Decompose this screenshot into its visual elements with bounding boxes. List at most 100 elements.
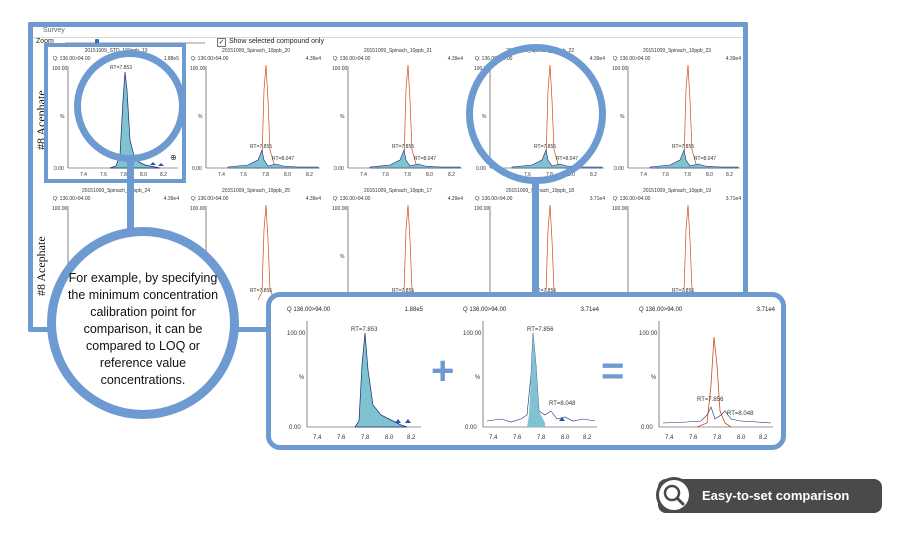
- panel-intensity: 4.39e4: [305, 196, 321, 202]
- row-label-2: #8 Acephate: [34, 236, 48, 296]
- panel-title: 20151009_Spinach_10ppb_18: [505, 188, 575, 194]
- svg-text:100.00: 100.00: [463, 331, 482, 337]
- svg-text:100.00: 100.00: [190, 206, 206, 212]
- panel-intensity: 3.71e4: [589, 196, 605, 202]
- panel-intensity: 3.71e4: [725, 196, 741, 202]
- panel-intensity: 4.39e4: [589, 56, 605, 62]
- svg-text:8.0: 8.0: [284, 172, 291, 178]
- svg-text:7.6: 7.6: [382, 172, 389, 178]
- panel-intensity: 1.88e5: [163, 56, 179, 62]
- comparison-plot-2: 100.00 % 0.00 RT=7.856 RT=8.048 7.4 7.6 …: [463, 321, 597, 441]
- chromatogram-panel-r1-2[interactable]: 20151009_Spinach_10ppb_20 Q: 136.00>94.0…: [188, 48, 324, 180]
- chromatogram-panel-r1-5[interactable]: 20151009_Spinach_10ppb_23 Q: 136.00>94.0…: [610, 48, 744, 180]
- svg-text:7.8: 7.8: [684, 172, 691, 178]
- svg-text:100.00: 100.00: [639, 331, 658, 337]
- panel-title: 20151009_Spinach_10ppb_25: [221, 188, 291, 194]
- svg-text:7.8: 7.8: [404, 172, 411, 178]
- panel-transition: Q 136.00>94.00: [639, 307, 683, 313]
- svg-text:%: %: [340, 114, 345, 120]
- panel-transition: Q: 136.00>94.00: [613, 196, 651, 202]
- panel-intensity: 4.29e4: [447, 196, 463, 202]
- svg-text:8.2: 8.2: [448, 172, 455, 178]
- svg-text:100.00: 100.00: [287, 331, 306, 337]
- svg-text:RT=7.856: RT=7.856: [672, 288, 694, 294]
- svg-text:7.4: 7.4: [218, 172, 225, 178]
- panel-title: 20151009_Spinach_10ppb_20: [221, 48, 291, 54]
- svg-text:8.0: 8.0: [561, 435, 570, 441]
- callout-text: For example, by specifying the minimum c…: [67, 271, 219, 387]
- chromatogram-panel-r2-3[interactable]: 20151009_Spinach_10ppb_17 Q: 136.00>94.0…: [330, 188, 466, 308]
- svg-text:RT=7.855: RT=7.855: [392, 288, 414, 294]
- chromatogram-plot: 100.00 RT=7.856: [474, 204, 563, 300]
- magnify-ring-right: [466, 44, 606, 184]
- svg-text:7.4: 7.4: [640, 172, 647, 178]
- badge-label: Easy-to-set comparison: [702, 488, 850, 503]
- svg-text:RT=8.047: RT=8.047: [414, 156, 436, 162]
- svg-text:8.2: 8.2: [306, 172, 313, 178]
- svg-text:7.4: 7.4: [360, 172, 367, 178]
- svg-text:8.0: 8.0: [568, 172, 575, 178]
- svg-text:7.6: 7.6: [662, 172, 669, 178]
- svg-text:0.00: 0.00: [192, 166, 202, 172]
- svg-text:8.2: 8.2: [726, 172, 733, 178]
- chromatogram-plot: 100.00 % RT=7.855: [332, 204, 421, 300]
- svg-text:7.8: 7.8: [120, 172, 127, 178]
- chromatogram-plot: 100.00 % 0.00 RT=7.855 RT=8.047 7.4 7.6 …: [190, 64, 320, 178]
- magnify-ring-left: [74, 50, 186, 162]
- panel-transition: Q: 136.00>94.00: [333, 56, 371, 62]
- chromatogram-panel-r2-4[interactable]: 20151009_Spinach_10ppb_18 Q: 136.00>94.0…: [472, 188, 608, 308]
- equals-sign: =: [601, 349, 625, 393]
- panel-intensity: 3.71e4: [756, 307, 775, 313]
- svg-text:RT=7.855: RT=7.855: [392, 144, 414, 150]
- svg-text:7.8: 7.8: [713, 435, 722, 441]
- svg-text:RT=7.855: RT=7.855: [672, 144, 694, 150]
- svg-text:RT=7.855: RT=7.855: [250, 144, 272, 150]
- svg-text:RT=7.856: RT=7.856: [534, 288, 556, 294]
- svg-text:7.6: 7.6: [689, 435, 698, 441]
- show-selected-label: Show selected compound only: [229, 38, 324, 45]
- svg-text:%: %: [198, 114, 203, 120]
- svg-text:7.6: 7.6: [100, 172, 107, 178]
- chromatogram-panel-r2-5[interactable]: 20151009_Spinach_10ppb_19 Q: 136.00>94.0…: [610, 188, 744, 308]
- svg-text:%: %: [340, 254, 345, 260]
- magnifier-icon: [656, 477, 692, 513]
- svg-text:100.00: 100.00: [332, 66, 348, 72]
- chromatogram-plot: 100.00 % 0.00 RT=7.855 RT=8.047 7.4 7.6 …: [612, 64, 740, 178]
- title-divider: [33, 37, 743, 38]
- svg-text:8.2: 8.2: [759, 435, 768, 441]
- svg-text:8.0: 8.0: [140, 172, 147, 178]
- svg-text:%: %: [651, 375, 657, 381]
- panel-transition: Q 136.00>94.00: [287, 307, 331, 313]
- y-mid-label: %: [60, 114, 65, 120]
- svg-text:8.0: 8.0: [426, 172, 433, 178]
- chromatogram-plot: 100.00 RT=7.856: [612, 204, 701, 300]
- panel-intensity: 4.39e4: [725, 56, 741, 62]
- svg-text:7.4: 7.4: [489, 435, 498, 441]
- panel-intensity: 4.39e4: [163, 196, 179, 202]
- comparison-plot-3: 100.00 % 0.00 RT=7.856 RT=8.048 7.4 7.6 …: [639, 321, 773, 441]
- svg-text:100.00: 100.00: [332, 206, 348, 212]
- svg-text:8.2: 8.2: [407, 435, 416, 441]
- svg-text:8.0: 8.0: [737, 435, 746, 441]
- svg-text:7.8: 7.8: [262, 172, 269, 178]
- svg-text:%: %: [299, 375, 305, 381]
- panel-transition: Q: 136.00>94.00: [53, 196, 91, 202]
- svg-text:RT=8.048: RT=8.048: [727, 411, 754, 417]
- svg-text:0.00: 0.00: [289, 425, 301, 431]
- svg-text:100.00: 100.00: [52, 206, 68, 212]
- svg-text:100.00: 100.00: [612, 66, 628, 72]
- svg-text:8.0: 8.0: [385, 435, 394, 441]
- chromatogram-panel-r1-3[interactable]: 20151009_Spinach_10ppb_21 Q: 136.00>94.0…: [330, 48, 466, 180]
- svg-text:8.2: 8.2: [160, 172, 167, 178]
- svg-text:7.8: 7.8: [361, 435, 370, 441]
- svg-text:RT=7.856: RT=7.856: [697, 397, 724, 403]
- panel-transition: Q: 136.00>94.00: [191, 56, 229, 62]
- svg-text:0.00: 0.00: [641, 425, 653, 431]
- magnify-stem-left: [127, 160, 134, 230]
- panel-title: 20151009_Spinach_10ppb_17: [363, 188, 433, 194]
- zoom-in-icon[interactable]: ⊕: [170, 153, 177, 162]
- svg-text:100.00: 100.00: [190, 66, 206, 72]
- comparison-panel-3: Q 136.00>94.00 3.71e4 100.00 % 0.00 RT=7…: [637, 307, 777, 445]
- panel-transition: Q: 136.00>94.00: [191, 196, 229, 202]
- show-selected-checkbox[interactable]: ✓: [217, 38, 226, 47]
